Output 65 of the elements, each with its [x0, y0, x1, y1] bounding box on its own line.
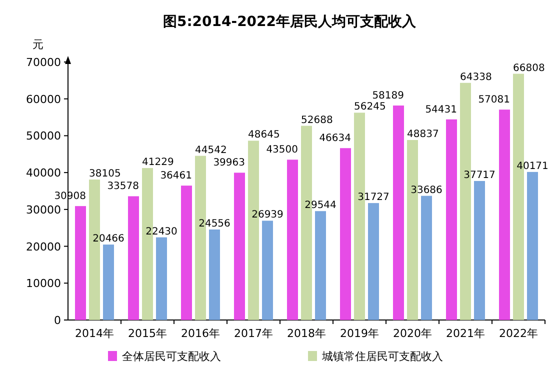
data-label: 44542 — [195, 144, 227, 156]
data-label: 29544 — [304, 200, 336, 212]
chart-title: 图5:2014-2022年居民人均可支配收入 — [162, 14, 418, 30]
data-label: 41229 — [142, 157, 174, 168]
x-tick-label: 2019年 — [340, 327, 379, 340]
data-label: 39963 — [213, 158, 245, 169]
y-tick-label: 70000 — [26, 56, 61, 69]
x-tick-label: 2020年 — [393, 327, 432, 340]
bar — [156, 237, 167, 320]
bar — [128, 196, 139, 320]
data-label: 20466 — [92, 234, 124, 245]
bar — [446, 119, 457, 320]
bar — [209, 229, 220, 320]
data-label: 48837 — [407, 129, 439, 140]
bar — [181, 186, 192, 320]
data-label: 26939 — [252, 210, 284, 221]
data-label: 66808 — [513, 62, 545, 74]
bar — [262, 220, 273, 320]
y-axis-title: 元 — [32, 38, 44, 51]
y-tick-label: 0 — [54, 314, 61, 327]
bar — [499, 110, 510, 320]
data-label: 37717 — [464, 170, 496, 181]
legend-label: 全体居民可支配收入 — [122, 350, 221, 363]
data-label: 33686 — [410, 184, 442, 196]
data-label: 48645 — [248, 130, 280, 141]
x-tick-label: 2014年 — [75, 327, 114, 340]
data-label: 22430 — [146, 226, 178, 238]
x-tick-label: 2016年 — [181, 327, 220, 340]
bar — [393, 106, 404, 320]
bar — [368, 203, 379, 320]
y-tick-label: 10000 — [26, 277, 61, 290]
data-label: 56245 — [354, 102, 386, 113]
data-label: 46634 — [319, 133, 351, 144]
y-tick-label: 40000 — [26, 166, 61, 180]
bar — [234, 172, 245, 320]
data-label: 36461 — [160, 170, 192, 182]
x-tick-label: 2022年 — [499, 327, 538, 340]
data-label: 58189 — [372, 90, 404, 102]
data-label: 64338 — [460, 72, 492, 83]
data-label: 57081 — [478, 94, 510, 106]
bar — [340, 148, 351, 320]
bar — [75, 206, 86, 320]
data-label: 31727 — [358, 192, 390, 204]
bar — [527, 172, 538, 320]
bar — [287, 160, 298, 320]
data-label: 24556 — [198, 218, 230, 230]
y-tick-label: 30000 — [26, 203, 61, 216]
y-tick-label: 50000 — [26, 130, 61, 143]
data-label: 54431 — [425, 104, 457, 116]
x-tick-label: 2017年 — [234, 327, 273, 340]
x-tick-label: 2018年 — [287, 327, 326, 340]
bar — [421, 196, 432, 320]
bar — [103, 244, 114, 320]
y-tick-label: 20000 — [26, 240, 61, 254]
x-tick-label: 2015年 — [128, 327, 167, 340]
bar — [315, 211, 326, 320]
data-label: 52688 — [301, 114, 333, 126]
data-label: 40171 — [516, 160, 548, 172]
y-tick-label: 60000 — [26, 92, 61, 106]
data-label: 43500 — [266, 144, 298, 156]
legend-label: 城镇常住居民可支配收入 — [321, 350, 443, 363]
data-label: 33578 — [107, 181, 139, 192]
data-label: 38105 — [89, 168, 121, 180]
bar — [474, 180, 485, 320]
x-tick-label: 2021年 — [446, 327, 485, 340]
